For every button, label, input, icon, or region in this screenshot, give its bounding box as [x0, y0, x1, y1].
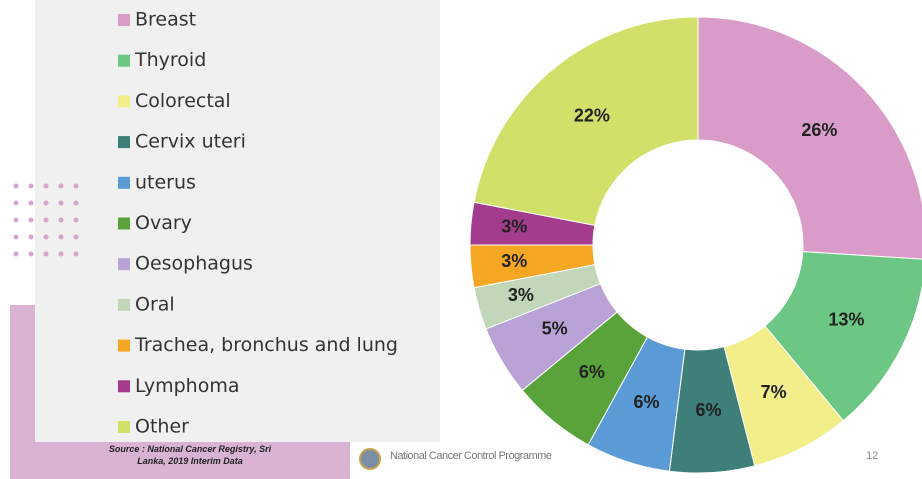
dot [58, 183, 64, 189]
dot [13, 234, 19, 240]
data-label: 7% [761, 382, 787, 402]
dot [73, 217, 79, 223]
legend-swatch [118, 136, 130, 149]
page-number: 12 [866, 450, 878, 462]
data-label: 3% [501, 216, 527, 236]
dot [58, 251, 64, 257]
dot [43, 200, 49, 206]
legend-swatch [118, 95, 130, 108]
legend-swatch [118, 421, 130, 433]
logo [359, 448, 381, 470]
legend-swatch [118, 258, 130, 271]
legend-label: Breast [135, 9, 196, 31]
dot [28, 217, 34, 223]
data-label: 22% [574, 105, 610, 125]
dot [58, 234, 64, 240]
dot [58, 217, 64, 223]
source: Source : National Cancer Registry, Sri La… [109, 444, 272, 466]
legend-swatch [118, 298, 130, 311]
footer: National Cancer Control Programme [390, 450, 552, 462]
data-label: 6% [579, 362, 605, 382]
legend-label: Lymphoma [135, 375, 239, 397]
dot [13, 200, 19, 206]
dot [73, 183, 79, 189]
dot [13, 251, 19, 257]
dot [43, 251, 49, 257]
dot [43, 183, 49, 189]
legend-label: Trachea, bronchus and lung [134, 334, 398, 356]
dot [28, 234, 34, 240]
data-label: 3% [508, 285, 534, 305]
legend-swatch [118, 54, 130, 67]
legend-label: Colorectal [135, 90, 231, 112]
data-label: 3% [501, 251, 527, 271]
dot [73, 234, 79, 240]
legend-label: Thyroid [134, 49, 206, 71]
legend-label: Oesophagus [135, 253, 253, 275]
dot-grid [13, 183, 79, 257]
legend-label: Other [135, 416, 189, 438]
legend-label: Oral [135, 293, 175, 315]
data-label: 13% [828, 309, 864, 329]
legend-label: Ovary [135, 212, 192, 234]
legend-label: Cervix uteri [135, 131, 246, 153]
dot [28, 200, 34, 206]
legend-swatch [118, 14, 130, 26]
data-label: 5% [542, 319, 568, 339]
data-label: 6% [634, 392, 660, 412]
dot [28, 251, 34, 257]
data-label: 6% [695, 400, 721, 420]
dot [58, 200, 64, 206]
dot [73, 251, 79, 257]
dot [13, 217, 19, 223]
slice [473, 16, 699, 226]
legend-swatch [118, 176, 130, 189]
legend-swatch [118, 380, 130, 393]
legend-label: uterus [135, 171, 196, 193]
legend-panel [35, 0, 440, 442]
dot [13, 183, 19, 189]
dot [28, 183, 34, 189]
legend-swatch [118, 339, 130, 352]
legend-swatch [118, 217, 130, 230]
dot [43, 217, 49, 223]
dot [43, 234, 49, 240]
slice [697, 16, 922, 260]
dot [73, 200, 79, 206]
data-label: 26% [801, 120, 837, 140]
